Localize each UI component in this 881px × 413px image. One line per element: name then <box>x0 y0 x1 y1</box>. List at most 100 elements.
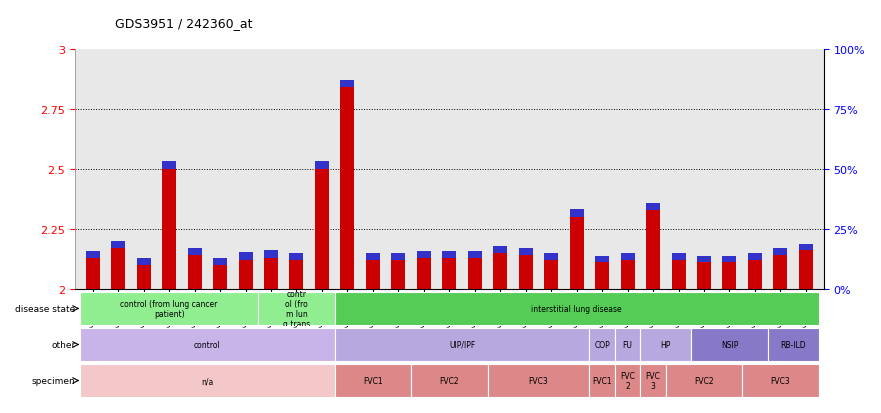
Bar <box>264 251 278 258</box>
Bar <box>411 364 487 397</box>
Bar <box>615 328 640 361</box>
Text: ■: ■ <box>75 412 85 413</box>
Bar <box>111 242 125 248</box>
Bar <box>340 81 354 88</box>
Bar <box>620 260 634 289</box>
Bar <box>80 364 335 397</box>
Bar <box>213 265 227 289</box>
Bar <box>468 258 482 289</box>
Text: NSIP: NSIP <box>721 340 738 349</box>
Text: n/a: n/a <box>201 376 213 385</box>
Bar <box>646 210 660 289</box>
Bar <box>315 162 329 169</box>
Bar <box>615 364 640 397</box>
Text: FVC1: FVC1 <box>592 376 612 385</box>
Bar <box>188 249 202 256</box>
Text: FVC1: FVC1 <box>363 376 382 385</box>
Bar <box>213 258 227 265</box>
Bar <box>264 258 278 289</box>
Bar <box>596 263 609 289</box>
Bar <box>589 328 615 361</box>
Bar <box>137 259 151 265</box>
Text: COP: COP <box>595 340 610 349</box>
Text: FVC2: FVC2 <box>694 376 714 385</box>
Text: specimen: specimen <box>32 376 76 385</box>
Bar <box>722 263 737 289</box>
Bar <box>111 248 125 289</box>
Bar <box>640 364 666 397</box>
Text: contr
ol (fro
m lun
g trans: contr ol (fro m lun g trans <box>283 290 310 328</box>
Bar <box>290 253 303 260</box>
Bar <box>748 254 762 260</box>
Text: FVC3: FVC3 <box>771 376 790 385</box>
Bar <box>646 203 660 210</box>
Bar <box>697 256 711 263</box>
Bar <box>290 260 303 289</box>
Bar <box>315 169 329 289</box>
Bar <box>442 258 456 289</box>
Bar <box>493 253 507 289</box>
Bar <box>188 256 202 289</box>
Bar <box>80 292 258 325</box>
Bar <box>596 256 609 263</box>
Text: FVC
3: FVC 3 <box>646 371 661 390</box>
Text: FVC
2: FVC 2 <box>620 371 635 390</box>
Bar <box>258 292 335 325</box>
Bar <box>335 292 818 325</box>
Bar <box>239 253 253 260</box>
Bar <box>468 251 482 258</box>
Text: other: other <box>51 340 76 349</box>
Text: disease state: disease state <box>15 304 76 313</box>
Bar <box>417 251 431 258</box>
Bar <box>767 328 818 361</box>
Bar <box>722 256 737 263</box>
Bar <box>391 254 405 260</box>
Bar <box>692 328 767 361</box>
Bar <box>487 364 589 397</box>
Bar <box>697 263 711 289</box>
Bar <box>340 88 354 289</box>
Text: HP: HP <box>661 340 671 349</box>
Bar <box>417 258 431 289</box>
Bar <box>442 251 456 258</box>
Bar <box>570 209 584 217</box>
Bar <box>85 251 100 258</box>
Bar <box>774 256 788 289</box>
Bar <box>137 265 151 289</box>
Bar <box>80 328 335 361</box>
Bar <box>742 364 818 397</box>
Bar <box>570 217 584 289</box>
Text: FVC3: FVC3 <box>529 376 548 385</box>
Text: control (from lung cancer
patient): control (from lung cancer patient) <box>121 299 218 318</box>
Bar <box>335 328 589 361</box>
Text: interstitial lung disease: interstitial lung disease <box>531 304 622 313</box>
Text: transformed count: transformed count <box>90 412 181 413</box>
Bar <box>640 328 692 361</box>
Bar <box>335 364 411 397</box>
Bar <box>748 260 762 289</box>
Bar <box>544 254 559 260</box>
Bar <box>519 256 533 289</box>
Bar <box>162 162 176 169</box>
Bar <box>391 260 405 289</box>
Bar <box>799 251 813 289</box>
Bar <box>666 364 742 397</box>
Text: GDS3951 / 242360_at: GDS3951 / 242360_at <box>115 17 252 29</box>
Text: control: control <box>194 340 221 349</box>
Bar <box>799 244 813 251</box>
Bar <box>774 249 788 256</box>
Text: FU: FU <box>623 340 633 349</box>
Bar <box>544 260 559 289</box>
Text: FVC2: FVC2 <box>440 376 459 385</box>
Bar <box>162 169 176 289</box>
Bar <box>589 364 615 397</box>
Bar <box>620 253 634 260</box>
Bar <box>366 253 380 260</box>
Bar <box>85 258 100 289</box>
Bar <box>519 249 533 256</box>
Text: UIP/IPF: UIP/IPF <box>449 340 475 349</box>
Bar <box>671 254 685 260</box>
Bar <box>493 246 507 253</box>
Bar <box>671 260 685 289</box>
Bar <box>366 260 380 289</box>
